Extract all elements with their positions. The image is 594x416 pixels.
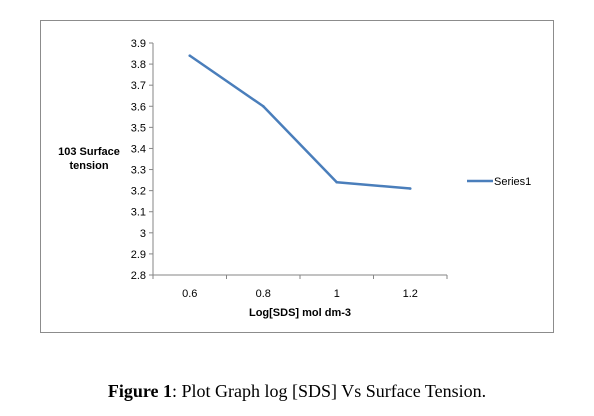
- y-axis-title-line: 103 Surface: [58, 146, 120, 158]
- y-tick-label: 3.8: [131, 59, 146, 71]
- y-tick-label: 3.6: [131, 101, 146, 113]
- figure-caption: Figure 1: Plot Graph log [SDS] Vs Surfac…: [0, 381, 594, 402]
- y-tick-label: 3.9: [131, 38, 146, 50]
- data-point: [408, 187, 412, 190]
- x-tick-label: 1: [334, 288, 340, 300]
- figure-label: Figure 1: [107, 381, 173, 401]
- y-tick-label: 3.7: [131, 80, 146, 92]
- figure-caption-text: : Plot Graph log [SDS] Vs Surface Tensio…: [172, 381, 487, 401]
- series-line: [189, 54, 411, 190]
- x-tick-label: 1.2: [403, 288, 418, 300]
- x-tick-label: 0.8: [256, 288, 271, 300]
- x-tick-label: 0.6: [182, 288, 197, 300]
- y-tick-label: 3.2: [131, 186, 146, 198]
- y-tick-label: 3: [140, 228, 146, 240]
- legend-label: Series1: [494, 176, 531, 188]
- y-tick-label: 3.3: [131, 165, 146, 177]
- y-tick-label: 3.5: [131, 122, 146, 134]
- y-tick-label: 3.1: [131, 207, 146, 219]
- y-tick-label: 2.9: [131, 249, 146, 261]
- y-tick-label: 3.4: [131, 143, 146, 155]
- data-point: [261, 104, 265, 108]
- line-chart: 2.8 2.9 3 3.1 3.2 3.3 3.4 3.5 3.6 3.7 3.8 3.9 0.6 0.8…: [58, 38, 531, 319]
- y-tick-label: 2.8: [131, 270, 146, 282]
- data-point: [335, 180, 339, 184]
- chart-frame: 2.8 2.9 3 3.1 3.2 3.3 3.4 3.5 3.6 3.7 3.8 3.9 0.6 0.8…: [40, 20, 554, 333]
- y-axis-title-line: tension: [69, 160, 108, 172]
- x-axis-title: Log[SDS] mol dm-3: [249, 307, 351, 319]
- data-point: [188, 54, 192, 57]
